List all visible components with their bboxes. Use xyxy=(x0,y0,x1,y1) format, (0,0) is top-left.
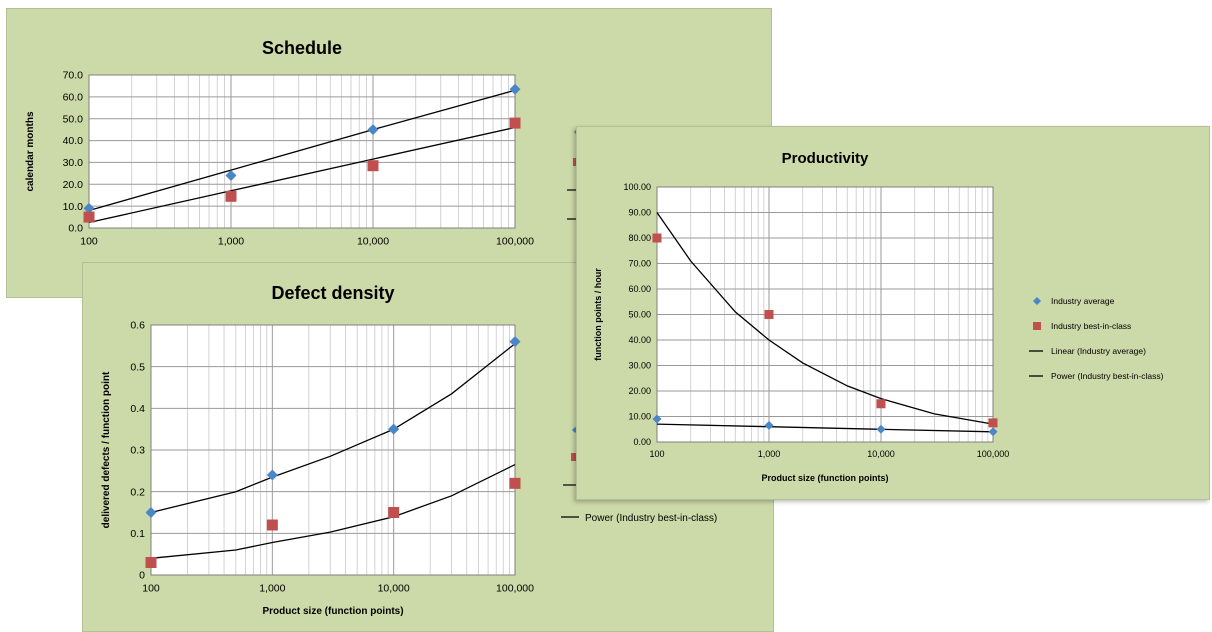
y-tick-label: 10.0 xyxy=(63,201,84,213)
industry-best-point xyxy=(652,233,662,243)
x-axis-label: Product size (function points) xyxy=(762,473,889,483)
y-tick-label: 0.5 xyxy=(130,361,145,373)
x-tick-label: 100,000 xyxy=(496,236,534,248)
y-tick-label: 20.0 xyxy=(63,179,84,191)
plot-border xyxy=(150,324,516,576)
x-tick-label: 1,000 xyxy=(758,449,781,459)
productivity-chart-panel: 0.00 10.00 20.00 30.00 40.00 50.00 60.00 70.00 8… xyxy=(576,126,1210,500)
industry-best-point xyxy=(876,399,886,409)
x-tick-label: 10,000 xyxy=(867,449,895,459)
chart-title: Defect density xyxy=(271,283,394,303)
trendline xyxy=(656,423,994,433)
y-tick-label: 20.00 xyxy=(628,386,651,396)
plot-border xyxy=(88,74,516,229)
x-tick-label: 100 xyxy=(80,236,98,248)
x-tick-label: 10,000 xyxy=(378,583,410,595)
y-tick-label: 60.00 xyxy=(628,284,651,294)
trendline xyxy=(656,212,994,425)
legend-label: Linear (Industry average) xyxy=(1051,346,1146,356)
industry-average-point xyxy=(145,507,157,518)
industry-best-point xyxy=(509,477,521,489)
y-tick-label: 90.00 xyxy=(628,208,651,218)
y-tick-label: 70.00 xyxy=(628,259,651,269)
industry-average-point xyxy=(83,202,95,214)
industry-average-point xyxy=(764,420,774,430)
industry-average-point xyxy=(876,424,886,434)
legend-marker xyxy=(571,453,578,461)
industry-average-point xyxy=(225,170,237,182)
y-tick-label: 50.0 xyxy=(63,113,84,125)
industry-best-point xyxy=(266,519,278,531)
y-tick-label: 30.0 xyxy=(63,157,84,169)
industry-average-point xyxy=(367,124,379,136)
legend-label: Power (Industry best-in-class) xyxy=(585,513,717,524)
legend-marker xyxy=(1033,322,1041,330)
industry-average-point xyxy=(266,469,278,481)
industry-best-point xyxy=(388,507,400,518)
y-tick-label: 0 xyxy=(139,570,145,582)
y-tick-label: 0.1 xyxy=(130,528,145,540)
y-tick-label: 0.2 xyxy=(130,486,145,498)
x-tick-label: 1,000 xyxy=(259,583,285,595)
industry-average-point xyxy=(509,336,521,348)
y-tick-label: 50.00 xyxy=(628,310,651,320)
trendline xyxy=(150,464,516,559)
x-tick-label: 100,000 xyxy=(977,449,1010,459)
trendline xyxy=(150,343,516,514)
x-axis-label: Product size (function points) xyxy=(262,606,403,617)
trendline xyxy=(88,89,516,212)
y-tick-label: 0.0 xyxy=(68,223,83,235)
y-tick-label: 0.3 xyxy=(130,445,145,457)
industry-average-point xyxy=(388,423,400,435)
x-tick-label: 10,000 xyxy=(357,236,389,248)
y-tick-label: 60.0 xyxy=(63,92,84,104)
legend-label: Industry average xyxy=(1051,296,1115,306)
schedule-chart: 0.0 10.0 20.0 30.0 40.0 50.0 60.0 70.0 100 1,000 1… xyxy=(25,38,580,248)
y-tick-label: 40.0 xyxy=(63,135,84,147)
y-tick-label: 70.0 xyxy=(63,70,84,82)
y-tick-label: 40.00 xyxy=(628,335,651,345)
x-tick-label: 100 xyxy=(649,449,664,459)
y-tick-label: 100.00 xyxy=(623,182,651,192)
plot-area xyxy=(89,75,515,228)
y-axis-label: function points / hour xyxy=(593,268,603,361)
plot-border xyxy=(656,186,994,443)
productivity-chart: 0.00 10.00 20.00 30.00 40.00 50.00 60.00 70.00 8… xyxy=(593,150,1164,483)
y-tick-label: 10.00 xyxy=(628,412,651,422)
legend-marker xyxy=(1033,297,1041,305)
industry-best-point xyxy=(83,211,95,223)
industry-average-point xyxy=(652,414,662,424)
industry-average-point xyxy=(988,427,998,437)
chart-title: Schedule xyxy=(262,38,342,58)
y-axis-label: delivered defects / function point xyxy=(101,371,112,528)
y-tick-label: 0.4 xyxy=(130,403,145,415)
y-tick-label: 80.00 xyxy=(628,233,651,243)
industry-best-point xyxy=(145,557,157,568)
industry-best-point xyxy=(988,418,998,428)
y-tick-label: 30.00 xyxy=(628,361,651,371)
x-tick-label: 100,000 xyxy=(496,583,534,595)
legend-label: Power (Industry best-in-class) xyxy=(1051,371,1164,381)
chart-title: Productivity xyxy=(782,150,869,167)
y-axis-label: calendar months xyxy=(25,111,36,191)
defect-density-chart: 0 0.1 0.2 0.3 0.4 0.5 0.6 100 1,000 10,000 100,000… xyxy=(101,283,717,617)
industry-best-point xyxy=(764,310,774,319)
trendline xyxy=(88,126,516,224)
industry-best-point xyxy=(367,160,379,172)
legend-label: Industry best-in-class xyxy=(1051,321,1131,331)
x-tick-label: 1,000 xyxy=(218,236,244,248)
industry-average-point xyxy=(509,83,521,95)
industry-best-point xyxy=(509,117,521,129)
y-tick-label: 0.6 xyxy=(130,320,145,332)
y-tick-label: 0.00 xyxy=(633,437,651,447)
industry-best-point xyxy=(225,190,237,202)
x-tick-label: 100 xyxy=(142,583,160,595)
